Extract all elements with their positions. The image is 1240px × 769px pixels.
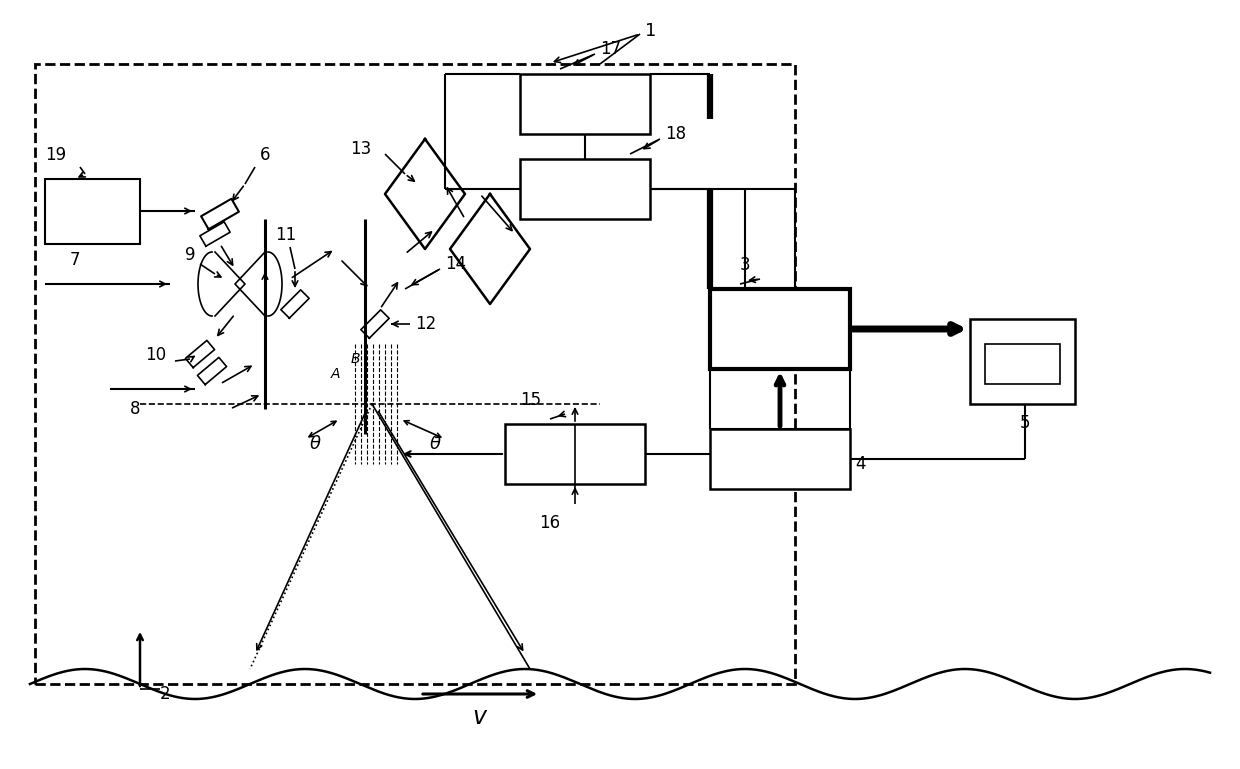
Bar [711, 429, 849, 489]
Text: 14: 14 [445, 255, 466, 273]
Text: A: A [330, 367, 340, 381]
Bar [45, 179, 140, 244]
Text: 8: 8 [130, 400, 140, 418]
Text: 19: 19 [45, 146, 66, 164]
Bar [970, 319, 1075, 404]
Text: 5: 5 [1019, 414, 1030, 432]
Text: $\theta$: $\theta$ [309, 435, 321, 453]
Text: 10: 10 [145, 346, 166, 364]
Text: 11: 11 [275, 226, 296, 244]
Text: 6: 6 [260, 146, 270, 164]
Text: 4: 4 [856, 455, 866, 473]
Text: B: B [350, 352, 360, 366]
Text: 16: 16 [539, 514, 560, 532]
Text: 1: 1 [645, 22, 656, 40]
Text: 13: 13 [350, 140, 371, 158]
Text: 18: 18 [665, 125, 686, 143]
Bar [505, 424, 645, 484]
Text: 7: 7 [69, 251, 81, 269]
Bar [520, 159, 650, 219]
Bar [520, 74, 650, 134]
Text: $\mathbf{\mathit{v}}$: $\mathbf{\mathit{v}}$ [472, 705, 489, 729]
Bar [35, 64, 795, 684]
Text: 9: 9 [185, 246, 196, 264]
Text: 17: 17 [600, 40, 621, 58]
Text: 3: 3 [740, 256, 750, 274]
Bar [985, 344, 1060, 384]
Text: 2: 2 [160, 685, 171, 703]
Text: 15: 15 [520, 391, 541, 409]
Bar [711, 289, 849, 369]
Text: 12: 12 [415, 315, 436, 333]
Text: $\theta$: $\theta$ [429, 435, 441, 453]
